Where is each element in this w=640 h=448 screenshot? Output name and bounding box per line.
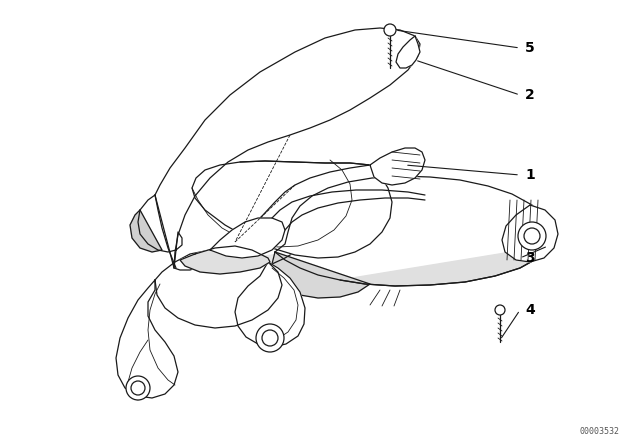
Polygon shape (155, 250, 282, 328)
Polygon shape (138, 195, 182, 268)
Text: 00003532: 00003532 (580, 427, 620, 436)
Polygon shape (502, 205, 558, 262)
Text: 5: 5 (525, 41, 535, 55)
Polygon shape (180, 246, 270, 274)
Text: 3: 3 (525, 251, 534, 265)
Polygon shape (235, 262, 305, 347)
Text: 1: 1 (525, 168, 535, 182)
Circle shape (126, 376, 150, 400)
Polygon shape (174, 252, 295, 278)
Circle shape (495, 305, 505, 315)
Polygon shape (340, 246, 548, 286)
Polygon shape (155, 28, 420, 268)
Polygon shape (116, 280, 178, 398)
Polygon shape (210, 218, 285, 258)
Polygon shape (370, 148, 425, 185)
Polygon shape (192, 161, 392, 258)
Circle shape (518, 222, 546, 250)
Polygon shape (396, 36, 420, 68)
Circle shape (256, 324, 284, 352)
Polygon shape (275, 176, 550, 286)
Polygon shape (130, 210, 162, 252)
Circle shape (384, 24, 396, 36)
Polygon shape (272, 252, 370, 298)
Text: 2: 2 (525, 88, 535, 102)
Text: 4: 4 (525, 303, 535, 317)
